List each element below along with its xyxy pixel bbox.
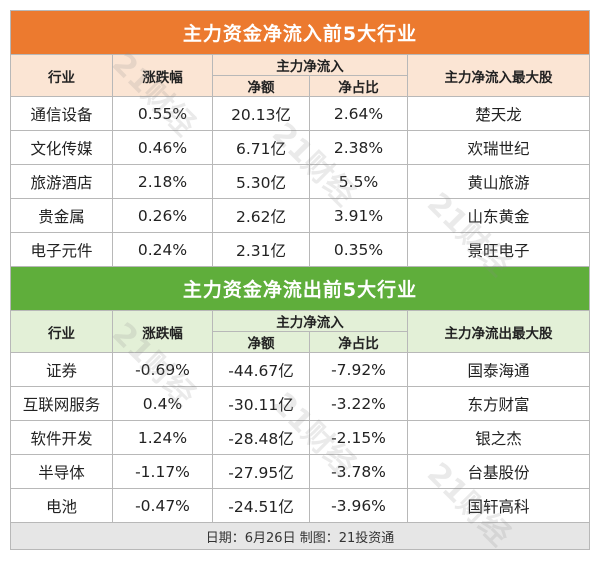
stock-cell: 山东黄金 bbox=[407, 198, 590, 233]
outflow-header-change: 涨跌幅 bbox=[112, 310, 213, 353]
stock-cell: 国轩高科 bbox=[407, 488, 590, 523]
net-cell: -30.11亿 bbox=[212, 386, 310, 421]
change-cell: 0.46% bbox=[112, 130, 213, 165]
industry-cell: 软件开发 bbox=[10, 420, 113, 455]
inflow-row: 贵金属 0.26% 2.62亿 3.91% 山东黄金 bbox=[10, 198, 590, 233]
ratio-cell: -3.96% bbox=[309, 488, 408, 523]
inflow-table: 主力资金净流入前5大行业 行业 涨跌幅 主力净流入 主力净流入最大股 净额 净占… bbox=[10, 10, 590, 550]
change-cell: -1.17% bbox=[112, 454, 213, 489]
net-cell: -27.95亿 bbox=[212, 454, 310, 489]
stock-cell: 楚天龙 bbox=[407, 96, 590, 131]
inflow-title: 主力资金净流入前5大行业 bbox=[10, 10, 590, 55]
ratio-cell: 3.91% bbox=[309, 198, 408, 233]
stock-cell: 东方财富 bbox=[407, 386, 590, 421]
net-cell: -28.48亿 bbox=[212, 420, 310, 455]
inflow-row: 文化传媒 0.46% 6.71亿 2.38% 欢瑞世纪 bbox=[10, 130, 590, 165]
net-cell: 6.71亿 bbox=[212, 130, 310, 165]
ratio-cell: 0.35% bbox=[309, 232, 408, 267]
outflow-row: 互联网服务 0.4% -30.11亿 -3.22% 东方财富 bbox=[10, 386, 590, 421]
stock-cell: 黄山旅游 bbox=[407, 164, 590, 199]
change-cell: -0.47% bbox=[112, 488, 213, 523]
outflow-header-main-net: 主力净流入 bbox=[212, 310, 408, 332]
ratio-cell: 5.5% bbox=[309, 164, 408, 199]
industry-cell: 电池 bbox=[10, 488, 113, 523]
net-cell: 5.30亿 bbox=[212, 164, 310, 199]
inflow-row: 旅游酒店 2.18% 5.30亿 5.5% 黄山旅游 bbox=[10, 164, 590, 199]
fund-flow-panel: 主力资金净流入前5大行业 行业 涨跌幅 主力净流入 主力净流入最大股 净额 净占… bbox=[10, 10, 590, 553]
outflow-header-net-ratio: 净占比 bbox=[309, 331, 408, 353]
net-cell: 20.13亿 bbox=[212, 96, 310, 131]
change-cell: 0.4% bbox=[112, 386, 213, 421]
outflow-header-net-amount: 净额 bbox=[212, 331, 310, 353]
outflow-row: 软件开发 1.24% -28.48亿 -2.15% 银之杰 bbox=[10, 420, 590, 455]
outflow-header-top-stock: 主力净流出最大股 bbox=[407, 310, 590, 353]
inflow-header-net-amount: 净额 bbox=[212, 75, 310, 97]
ratio-cell: -2.15% bbox=[309, 420, 408, 455]
ratio-cell: 2.38% bbox=[309, 130, 408, 165]
stock-cell: 欢瑞世纪 bbox=[407, 130, 590, 165]
change-cell: 1.24% bbox=[112, 420, 213, 455]
stock-cell: 台基股份 bbox=[407, 454, 590, 489]
net-cell: -24.51亿 bbox=[212, 488, 310, 523]
ratio-cell: -3.22% bbox=[309, 386, 408, 421]
outflow-row: 证券 -0.69% -44.67亿 -7.92% 国泰海通 bbox=[10, 352, 590, 387]
industry-cell: 电子元件 bbox=[10, 232, 113, 267]
stock-cell: 国泰海通 bbox=[407, 352, 590, 387]
outflow-row: 电池 -0.47% -24.51亿 -3.96% 国轩高科 bbox=[10, 488, 590, 523]
industry-cell: 半导体 bbox=[10, 454, 113, 489]
stock-cell: 景旺电子 bbox=[407, 232, 590, 267]
change-cell: 2.18% bbox=[112, 164, 213, 199]
net-cell: -44.67亿 bbox=[212, 352, 310, 387]
stock-cell: 银之杰 bbox=[407, 420, 590, 455]
industry-cell: 通信设备 bbox=[10, 96, 113, 131]
industry-cell: 互联网服务 bbox=[10, 386, 113, 421]
net-cell: 2.62亿 bbox=[212, 198, 310, 233]
industry-cell: 证券 bbox=[10, 352, 113, 387]
industry-cell: 文化传媒 bbox=[10, 130, 113, 165]
ratio-cell: -7.92% bbox=[309, 352, 408, 387]
ratio-cell: 2.64% bbox=[309, 96, 408, 131]
inflow-header-industry: 行业 bbox=[10, 54, 113, 97]
outflow-header-industry: 行业 bbox=[10, 310, 113, 353]
inflow-header-top-stock: 主力净流入最大股 bbox=[407, 54, 590, 97]
footer-credit: 日期：6月26日 制图：21投资通 bbox=[10, 522, 590, 550]
outflow-title: 主力资金净流出前5大行业 bbox=[10, 266, 590, 311]
net-cell: 2.31亿 bbox=[212, 232, 310, 267]
inflow-header-main-net: 主力净流入 bbox=[212, 54, 408, 76]
inflow-row: 电子元件 0.24% 2.31亿 0.35% 景旺电子 bbox=[10, 232, 590, 267]
inflow-header-change: 涨跌幅 bbox=[112, 54, 213, 97]
outflow-row: 半导体 -1.17% -27.95亿 -3.78% 台基股份 bbox=[10, 454, 590, 489]
change-cell: 0.24% bbox=[112, 232, 213, 267]
ratio-cell: -3.78% bbox=[309, 454, 408, 489]
change-cell: 0.26% bbox=[112, 198, 213, 233]
industry-cell: 旅游酒店 bbox=[10, 164, 113, 199]
inflow-row: 通信设备 0.55% 20.13亿 2.64% 楚天龙 bbox=[10, 96, 590, 131]
change-cell: -0.69% bbox=[112, 352, 213, 387]
inflow-header-net-ratio: 净占比 bbox=[309, 75, 408, 97]
industry-cell: 贵金属 bbox=[10, 198, 113, 233]
change-cell: 0.55% bbox=[112, 96, 213, 131]
